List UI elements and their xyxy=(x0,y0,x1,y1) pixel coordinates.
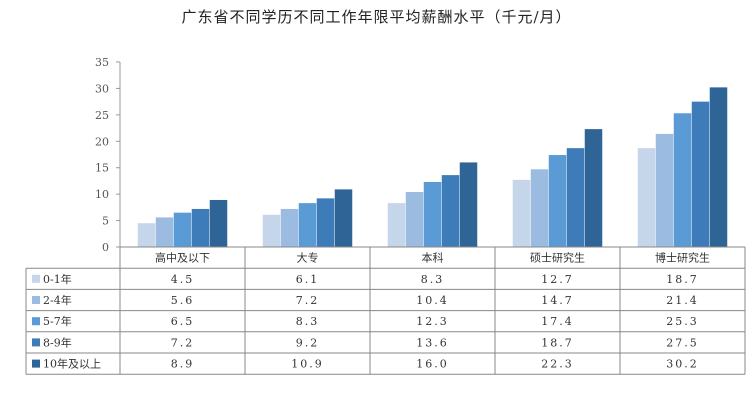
data-label-5-5: 30.2 xyxy=(666,358,699,371)
y-tick-label-2: 10 xyxy=(95,188,109,201)
data-label-3-1: 6.5 xyxy=(171,315,195,328)
data-label-1-3: 8.3 xyxy=(421,273,445,286)
data-label-5-2: 10.9 xyxy=(291,358,324,371)
legend-label-2: 2-4年 xyxy=(43,293,72,307)
bar-3-5 xyxy=(459,162,478,247)
legend-key-1 xyxy=(32,274,40,283)
y-tick-label-7: 35 xyxy=(95,56,109,69)
bar-2-5 xyxy=(334,189,353,247)
category-label-4: 硕士研究生 xyxy=(530,251,585,265)
category-label-1: 高中及以下 xyxy=(155,251,210,265)
bar-5-3 xyxy=(673,113,692,248)
data-label-4-3: 13.6 xyxy=(416,336,449,349)
category-label-2: 大专 xyxy=(297,251,319,265)
data-label-4-2: 9.2 xyxy=(296,336,320,349)
legend-label-1: 0-1年 xyxy=(43,272,72,286)
bar-4-3 xyxy=(548,155,567,247)
bar-1-2 xyxy=(155,217,174,247)
legend-key-4 xyxy=(32,338,40,347)
data-label-1-5: 18.7 xyxy=(666,273,699,286)
data-label-2-4: 14.7 xyxy=(541,294,574,307)
bar-1-5 xyxy=(209,199,228,247)
bar-3-4 xyxy=(441,175,460,247)
data-label-5-4: 22.3 xyxy=(541,358,574,371)
bar-1-1 xyxy=(137,223,156,247)
data-label-4-4: 18.7 xyxy=(541,336,574,349)
legend-key-5 xyxy=(32,359,40,368)
data-label-4-5: 27.5 xyxy=(666,336,699,349)
chart-title: 广东省不同学历不同工作年限平均薪酬水平（千元/月） xyxy=(181,8,572,26)
legend-label-5: 10年及以上 xyxy=(43,357,101,371)
bar-4-4 xyxy=(566,148,585,247)
y-tick-label-3: 15 xyxy=(95,162,109,175)
data-label-4-1: 7.2 xyxy=(171,336,195,349)
data-label-1-4: 12.7 xyxy=(541,273,574,286)
legend-key-2 xyxy=(32,296,40,304)
bar-4-2 xyxy=(530,169,549,247)
bar-5-4 xyxy=(691,101,710,248)
data-label-3-2: 8.3 xyxy=(296,315,320,328)
bar-2-4 xyxy=(316,198,335,247)
data-label-2-1: 5.6 xyxy=(171,294,195,307)
bar-4-5 xyxy=(584,129,603,247)
data-label-2-2: 7.2 xyxy=(296,294,320,307)
y-tick-label-6: 30 xyxy=(95,82,109,95)
bar-3-2 xyxy=(405,192,424,247)
data-label-5-1: 8.9 xyxy=(171,358,195,371)
category-label-5: 博士研究生 xyxy=(655,251,710,265)
y-tick-label-1: 5 xyxy=(102,215,109,228)
data-label-3-3: 12.3 xyxy=(416,315,449,328)
data-label-3-5: 25.3 xyxy=(666,315,699,328)
y-tick-label-4: 20 xyxy=(95,135,109,148)
data-label-5-3: 16.0 xyxy=(416,358,449,371)
bar-3-1 xyxy=(387,203,406,247)
y-tick-label-5: 25 xyxy=(95,109,109,122)
legend-label-4: 8-9年 xyxy=(43,335,72,349)
data-label-2-3: 10.4 xyxy=(416,294,449,307)
data-label-2-5: 21.4 xyxy=(666,294,699,307)
bar-1-3 xyxy=(173,212,192,247)
legend-key-3 xyxy=(32,317,40,326)
bar-4-1 xyxy=(512,179,531,247)
bar-3-3 xyxy=(423,181,442,247)
data-label-3-4: 17.4 xyxy=(541,315,574,328)
data-label-1-1: 4.5 xyxy=(171,273,195,286)
category-label-3: 本科 xyxy=(422,251,444,265)
legend-label-3: 5-7年 xyxy=(43,314,72,328)
y-tick-label-0: 0 xyxy=(102,241,109,254)
bar-5-2 xyxy=(655,133,674,247)
bar-5-1 xyxy=(637,148,656,247)
bar-2-2 xyxy=(280,208,299,247)
bar-1-4 xyxy=(191,208,210,247)
bar-2-3 xyxy=(298,203,317,247)
bar-5-5 xyxy=(709,87,728,247)
bar-2-1 xyxy=(262,214,281,247)
data-label-1-2: 6.1 xyxy=(296,273,320,286)
